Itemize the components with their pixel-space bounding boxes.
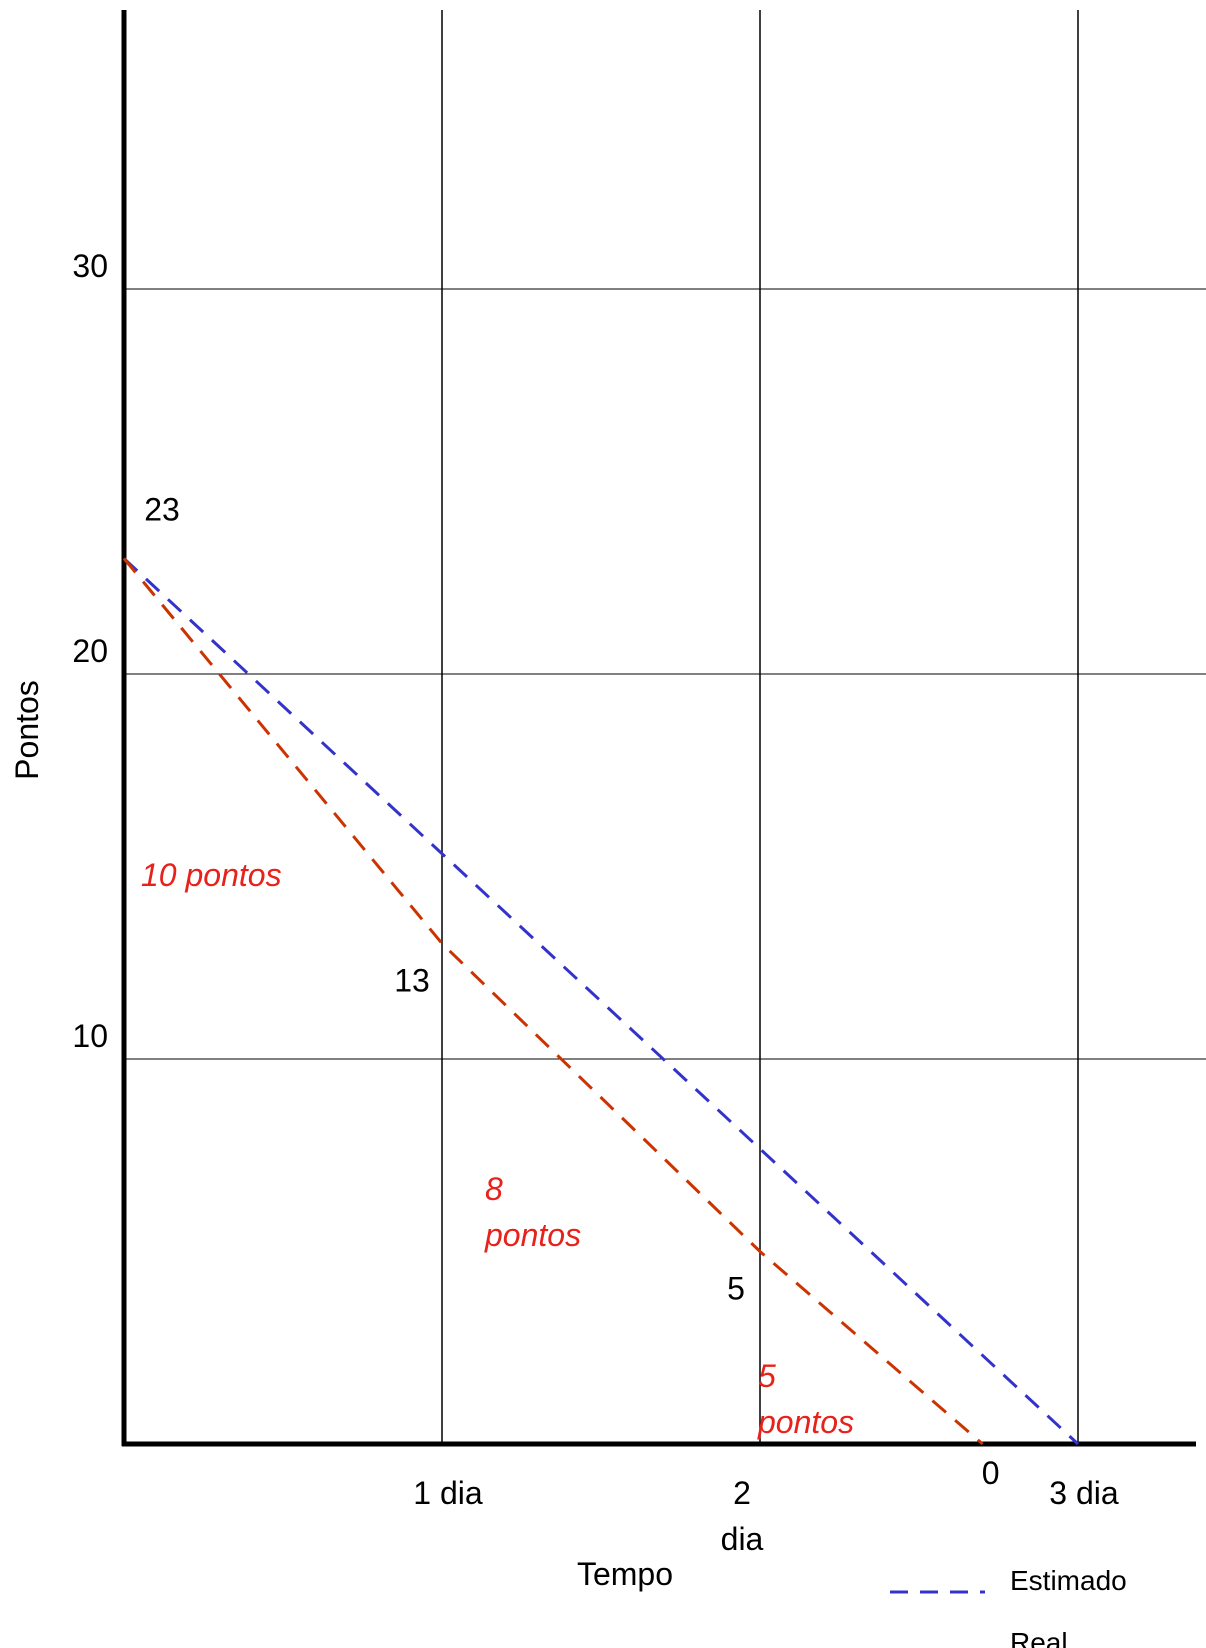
point-label: 0	[982, 1455, 1000, 1491]
legend-label-real: Real	[1010, 1627, 1068, 1648]
annotation-label: 5 pontos	[757, 1358, 854, 1440]
y-tick-label: 10	[72, 1018, 108, 1054]
x-tick-label: 2 dia	[721, 1475, 764, 1557]
annotation-label: 10 pontos	[141, 857, 282, 893]
point-label: 5	[727, 1271, 745, 1307]
annotation-label: 8 pontos	[484, 1171, 581, 1253]
series	[122, 557, 1080, 1446]
legend-label-estimado: Estimado	[1010, 1565, 1127, 1596]
x-tick-label: 1 dia	[413, 1475, 483, 1511]
y-tick-label: 20	[72, 633, 108, 669]
x-axis-label: Tempo	[577, 1556, 673, 1592]
series-line-estimado	[122, 557, 1080, 1446]
tick-labels: 1 dia 2 dia 3 dia 10 20 30	[72, 248, 1118, 1557]
y-tick-label: 30	[72, 248, 108, 284]
y-axis-label: Pontos	[9, 680, 45, 780]
x-tick-label: 3 dia	[1049, 1475, 1119, 1511]
grid	[124, 10, 1206, 1444]
point-label: 23	[144, 492, 180, 528]
point-labels: 23 13 5 0	[144, 492, 999, 1492]
annotations: 10 pontos 8 pontos 5 pontos	[141, 857, 854, 1440]
point-label: 13	[394, 963, 430, 999]
series-line-real	[122, 557, 984, 1446]
legend: Estimado Real	[890, 1565, 1127, 1648]
axes	[121, 10, 1196, 1447]
